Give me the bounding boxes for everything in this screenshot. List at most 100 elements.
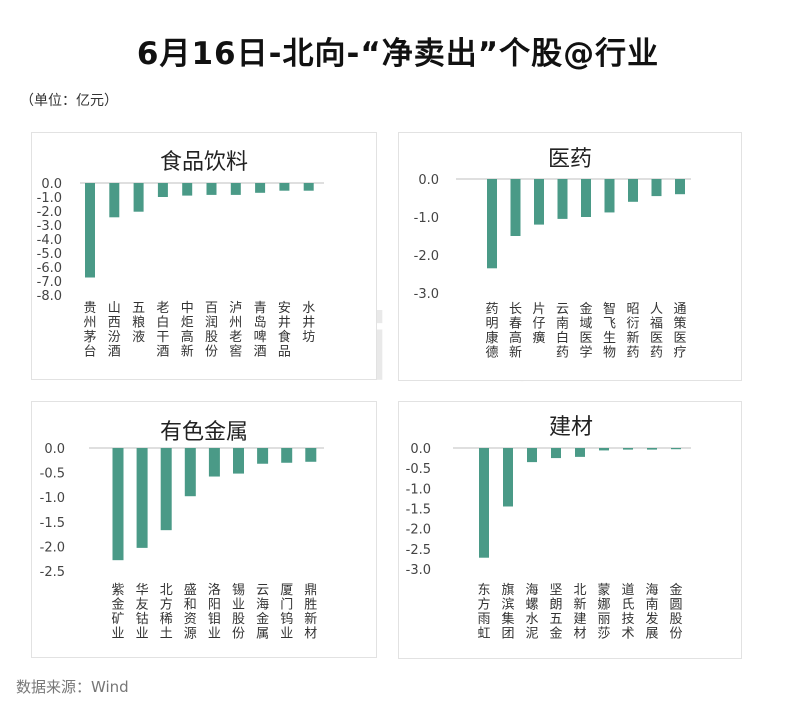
bar <box>233 448 244 474</box>
y-tick-label: -4.0 <box>37 233 62 248</box>
chart-food-beverage: 食品饮料 0.0-1.0-2.0-3.0-4.0-5.0-6.0-7.0-8.0 贵… <box>37 150 324 360</box>
category-label: 智飞生物 <box>603 302 616 361</box>
y-tick-label: -1.5 <box>40 516 65 531</box>
category-label: 人福医药 <box>650 302 663 361</box>
chart-panel-pharma: 医药 0.0 -1.0 -2.0 -3.0 药明康德 长春高新 片仔癀 云南白药 金域医学 智飞生物… <box>398 132 742 381</box>
category-label: 中炬高新 <box>181 301 194 360</box>
y-tick-label: -2.5 <box>406 543 431 558</box>
bar <box>575 448 585 457</box>
bar <box>534 179 544 225</box>
bar <box>257 448 269 464</box>
category-label: 北新建材 <box>573 583 586 642</box>
bar <box>157 183 168 197</box>
y-tick-label: -2.5 <box>40 565 65 580</box>
category-label: 道氏技术 <box>621 583 634 642</box>
bar <box>675 179 685 195</box>
y-tick-label: -5.0 <box>37 247 62 262</box>
bar <box>647 448 657 450</box>
category-label: 锡业股份 <box>232 583 245 642</box>
y-tick-label: -2.0 <box>406 523 431 538</box>
bar <box>206 183 217 195</box>
bar <box>487 179 497 269</box>
bar <box>182 183 193 196</box>
category-label: 海螺水泥 <box>525 583 538 642</box>
y-tick-label: -1.0 <box>40 491 65 506</box>
y-tick-label: 0.0 <box>410 442 431 457</box>
page-title: 6月16日-北向-“净卖出”个股@行业 <box>136 36 660 72</box>
category-label: 百润股份 <box>205 301 218 360</box>
bar <box>551 448 561 459</box>
bar <box>230 183 241 195</box>
category-label: 青岛啤酒 <box>254 301 267 360</box>
y-tick-label: -2.0 <box>414 249 439 264</box>
category-label: 紫金矿业 <box>111 583 124 642</box>
category-label: 老白干酒 <box>156 301 169 360</box>
chart-panel-food-beverage: 食品饮料 0.0 -1.0 -2.0 -3.0 -4.0 -5.0 -6.0 -7.0 -8.0 贵… <box>31 132 377 380</box>
chart-title: 有色金属 <box>160 420 248 445</box>
bar <box>303 183 314 191</box>
y-tick-label: -0.5 <box>406 462 431 477</box>
category-label: 金域医学 <box>579 301 592 361</box>
y-tick-label: 0.0 <box>418 173 439 188</box>
category-label: 蒙娜丽莎 <box>597 583 610 642</box>
y-tick-label: -3.0 <box>37 219 62 234</box>
chart-pharma: 医药 0.0 -1.0 -2.0 -3.0 药明康德长春高新片仔癀云南白药金域医学智飞生物… <box>414 147 691 361</box>
category-label: 旗滨集团 <box>501 582 514 642</box>
category-label: 山西汾酒 <box>108 301 121 360</box>
bar <box>85 183 95 278</box>
y-tick-label: 0.0 <box>44 442 65 457</box>
bar <box>671 448 681 450</box>
category-label: 昭衍新药 <box>626 302 639 361</box>
source-note: 数据来源：Wind <box>16 678 129 696</box>
bar <box>255 183 266 193</box>
y-tick-label: 0.0 <box>41 177 62 192</box>
category-label: 五粮液 <box>132 301 145 345</box>
category-label: 金圆股份 <box>669 582 682 642</box>
y-tick-label: -1.0 <box>406 482 431 497</box>
bar <box>479 448 489 558</box>
bar <box>112 448 124 561</box>
bar <box>208 448 220 477</box>
category-label: 安井食品 <box>278 301 291 360</box>
unit-label: （单位：亿元） <box>20 93 118 109</box>
category-label: 坚朗五金 <box>549 583 562 642</box>
bar <box>109 183 120 218</box>
category-label: 云南白药 <box>556 302 569 361</box>
category-label: 鼎胜新材 <box>304 583 317 642</box>
bar <box>651 179 662 197</box>
category-label: 药明康德 <box>485 302 498 361</box>
chart-title: 建材 <box>549 415 593 440</box>
bar <box>581 179 591 217</box>
y-tick-label: -8.0 <box>37 289 62 304</box>
bar <box>599 448 609 451</box>
category-label: 长春高新 <box>509 302 522 361</box>
category-label: 云海金属 <box>256 583 269 642</box>
bar <box>503 448 513 507</box>
y-tick-label: -0.5 <box>40 467 65 482</box>
y-tick-label: -2.0 <box>37 205 62 220</box>
category-label: 洛阳钼业 <box>208 583 221 642</box>
category-label: 泸州老窖 <box>229 301 242 360</box>
category-label: 片仔癀 <box>532 302 545 346</box>
category-label: 水井坊 <box>302 301 315 345</box>
category-label: 贵州茅台 <box>83 301 96 360</box>
y-tick-label: -2.0 <box>40 540 65 555</box>
category-label: 北方稀土 <box>160 583 173 642</box>
category-label: 厦门钨业 <box>280 583 293 642</box>
bar <box>623 448 633 450</box>
chart-panel-building-materials: 建材 0.0 -0.5 -1.0 -1.5 -2.0 -2.5 -3.0 东方雨虹 旗滨集团 海螺水… <box>398 401 742 659</box>
chart-title: 食品饮料 <box>160 150 248 175</box>
y-tick-label: -3.0 <box>414 287 439 302</box>
chart-building-materials: 建材 0.0 -0.5 -1.0 -1.5 -2.0 -2.5 -3.0 东方雨虹旗滨集团海螺水… <box>406 415 691 642</box>
y-tick-label: -6.0 <box>37 261 62 276</box>
category-label: 盛和资源 <box>184 583 197 642</box>
chart-panel-nonferrous-metals: 有色金属 0.0 -0.5 -1.0 -1.5 -2.0 -2.5 紫金矿业 华友钴业 北方稀土盛… <box>31 401 377 658</box>
chart-nonferrous-metals: 有色金属 0.0 -0.5 -1.0 -1.5 -2.0 -2.5 紫金矿业华友钴业北方稀土盛… <box>40 420 324 642</box>
category-label: 东方雨虹 <box>477 583 490 642</box>
y-tick-label: -3.0 <box>406 563 431 578</box>
bar <box>160 448 172 531</box>
bar <box>527 448 537 463</box>
category-label: 华友钴业 <box>136 583 149 642</box>
y-tick-label: -1.5 <box>406 503 431 518</box>
bar <box>133 183 144 212</box>
